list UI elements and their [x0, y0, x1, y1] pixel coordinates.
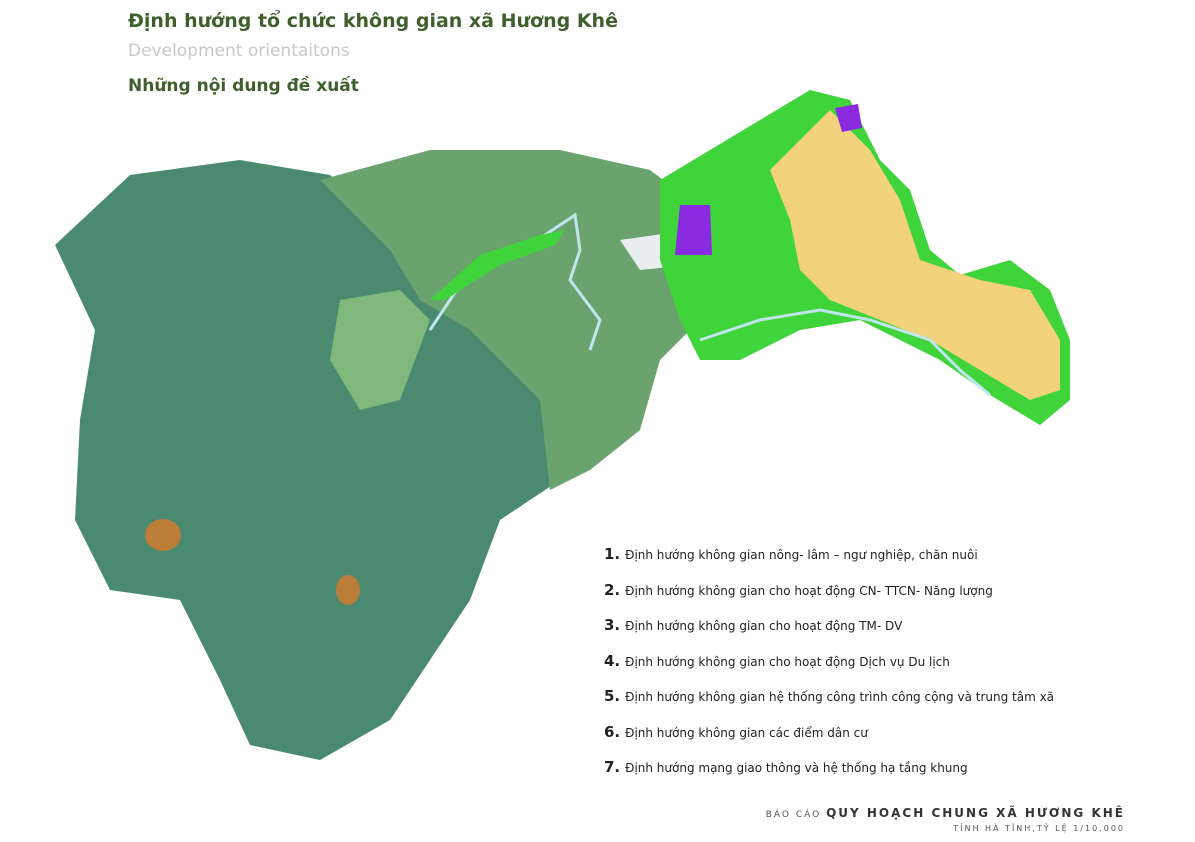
list-item: 4. Định hướng không gian cho hoạt động Dị…: [604, 652, 1054, 688]
item-text: Định hướng không gian nông- lâm – ngư ng…: [625, 548, 978, 562]
settlement-marker: [336, 575, 360, 605]
footer-line: BÁO CÁO QUY HOẠCH CHUNG XÃ HƯƠNG KHÊ: [766, 806, 1125, 820]
item-number: 6.: [604, 722, 621, 741]
item-number: 3.: [604, 616, 621, 634]
item-text: Định hướng không gian các điểm dân cư: [625, 725, 868, 740]
urban-residential: [770, 110, 1060, 400]
list-item: 1. Định hướng không gian nông- lâm – ngư …: [604, 545, 1054, 581]
title: Định hướng tổ chức không gian xã Hương K…: [128, 10, 618, 32]
list-item: 3. Định hướng không gian cho hoạt động TM…: [604, 616, 1054, 652]
item-number: 1.: [604, 545, 621, 563]
item-number: 7.: [604, 758, 621, 776]
item-text: Định hướng không gian cho hoạt động Dịch…: [625, 654, 950, 669]
footer: BÁO CÁO QUY HOẠCH CHUNG XÃ HƯƠNG KHÊ TỈN…: [766, 806, 1125, 833]
item-number: 5.: [604, 687, 621, 705]
list-item: 6. Định hướng không gian các điểm dân cư: [604, 723, 1054, 759]
list-item: 2. Định hướng không gian cho hoạt động CN…: [604, 581, 1054, 617]
settlement-marker: [145, 519, 181, 551]
riverside-strip: [430, 230, 565, 300]
item-text: Định hướng không gian hệ thống công trìn…: [625, 690, 1055, 704]
list-item: 7. Định hướng mạng giao thông và hệ thống…: [604, 758, 1054, 794]
item-text: Định hướng không gian cho hoạt động TM- …: [625, 619, 903, 633]
item-list: 1. Định hướng không gian nông- lâm – ngư …: [604, 545, 1054, 794]
hill-region: [320, 150, 690, 490]
item-number: 2.: [604, 580, 621, 599]
industrial-zone: [835, 104, 862, 132]
subtitle: Development orientaitons: [128, 41, 350, 61]
section-heading: Những nội dung đề xuất: [128, 76, 359, 96]
industrial-zone: [675, 205, 712, 255]
footer-prefix: BÁO CÁO: [765, 810, 822, 820]
item-number: 4.: [604, 651, 621, 670]
forest-region: [55, 160, 560, 760]
light-forest: [330, 290, 430, 410]
item-text: Định hướng mạng giao thông và hệ thống h…: [625, 761, 968, 775]
footer-note: TỈNH HÀ TĨNH,TỶ LỆ 1/10.000: [953, 824, 1125, 833]
item-text: Định hướng không gian cho hoạt động CN- …: [625, 583, 993, 598]
list-item: 5. Định hướng không gian hệ thống công tr…: [604, 687, 1054, 723]
footer-title: QUY HOẠCH CHUNG XÃ HƯƠNG KHÊ: [826, 806, 1125, 820]
